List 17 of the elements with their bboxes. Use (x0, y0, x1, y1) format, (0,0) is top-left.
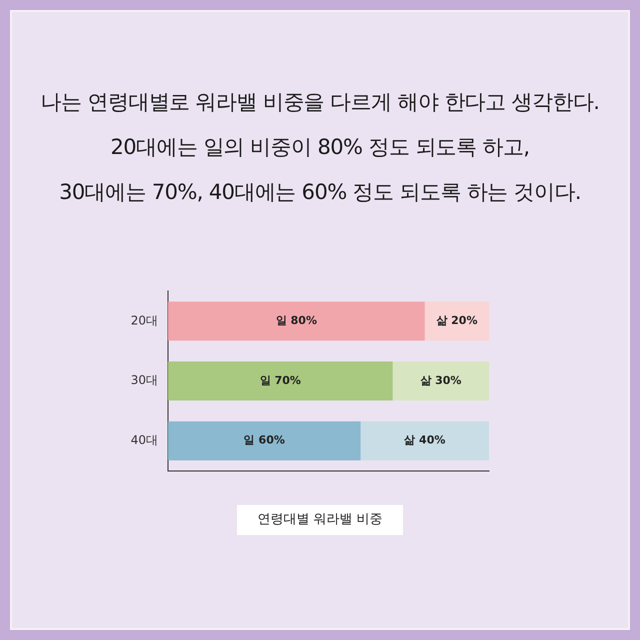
data-label: 일 60% (244, 434, 285, 447)
data-label: 삶 40% (403, 434, 446, 447)
y-tick-label: 30대 (130, 373, 158, 388)
text: 연령대별 워라밸 비중 (237, 505, 403, 535)
data-label: 일 80% (276, 314, 317, 327)
bar (360, 421, 489, 460)
bar (168, 362, 393, 400)
data-label: 일 70% (260, 374, 301, 387)
data-label: 삶 20% (435, 314, 478, 327)
data-label: 삶 30% (419, 374, 462, 387)
bar (168, 302, 425, 341)
bar (168, 421, 361, 460)
chart-subtitle: 나는 연령대별로 워라밸 비중을 다르게 해야 한다고 생각한다. 20대에는 일의 비중이 80% 정도 되도록 하고, 30대에는 70%, 40대에는 60% 정도 되도록 하는 것이다. (40, 89, 600, 206)
bar (392, 362, 489, 400)
bar (424, 302, 489, 341)
y-tick-label: 40대 (130, 432, 158, 447)
y-tick-label: 20대 (130, 313, 158, 328)
